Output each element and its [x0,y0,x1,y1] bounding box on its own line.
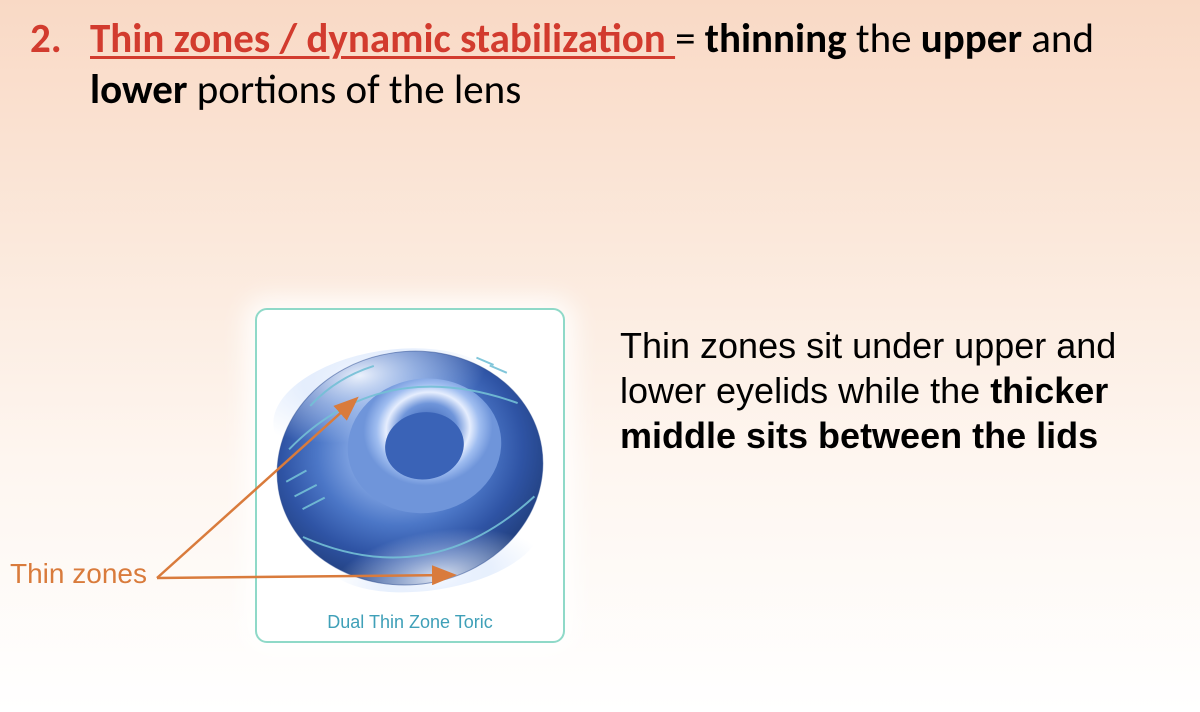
heading-bold-upper: upper [921,14,1022,64]
lens-illustration [257,310,563,641]
list-number: 2. [30,14,62,65]
figure-caption: Dual Thin Zone Toric [257,612,563,633]
lens-figure: Dual Thin Zone Toric [255,308,565,643]
heading-bold-lower: lower [90,65,187,115]
heading-mid2: and [1022,14,1094,64]
heading-eq: = [675,14,705,64]
thin-zones-label: Thin zones [10,558,147,590]
description-text: Thin zones sit under upper and lower eye… [620,323,1150,458]
heading-bold-thinning: thinning [705,14,847,64]
heading-mid1: the [847,14,921,64]
heading-title-underlined: Thin zones / dynamic stabilization [90,14,675,64]
slide-heading: 2. Thin zones / dynamic stabilization = … [90,14,1170,117]
heading-tail: portions of the lens [187,65,521,115]
